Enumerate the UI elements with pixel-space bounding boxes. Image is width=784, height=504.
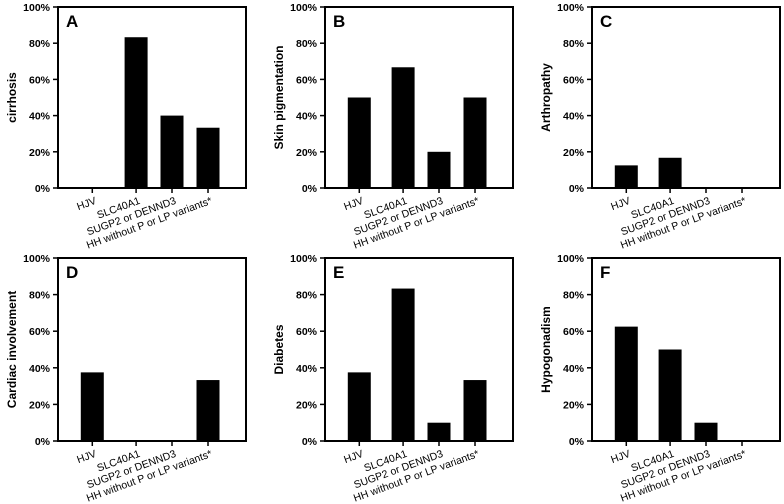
y-tick-label: 100%	[557, 2, 585, 14]
panel-letter: A	[66, 12, 78, 31]
bar-sugp2-or-dennd3	[694, 422, 718, 441]
y-tick-label: 0%	[302, 436, 318, 448]
y-tick-label: 80%	[563, 290, 585, 302]
y-tick-label: 80%	[29, 290, 51, 302]
bar-hh-without-p-or-lp-variants	[196, 380, 220, 441]
bar-slc40a1	[124, 37, 148, 188]
panel-letter: F	[600, 263, 610, 282]
y-tick-label: 80%	[563, 38, 585, 50]
y-tick-label: 20%	[563, 147, 585, 159]
bar-hjv	[347, 372, 371, 441]
y-tick-label: 20%	[296, 399, 318, 411]
y-tick-label: 40%	[563, 363, 585, 375]
y-axis-label: Arthropathy	[539, 63, 553, 132]
y-tick-label: 20%	[29, 399, 51, 411]
y-tick-label: 80%	[29, 38, 51, 50]
y-axis-label: Hypogonadism	[539, 306, 553, 393]
y-tick-label: 20%	[29, 147, 51, 159]
panel-a: 0%20%40%60%80%100%cirrhosisAHJVSLC40A1SU…	[5, 2, 247, 252]
y-tick-label: 60%	[563, 74, 585, 86]
y-tick-label: 0%	[35, 436, 51, 448]
plot-frame	[324, 257, 514, 442]
y-axis-label: Diabetes	[272, 324, 286, 374]
y-tick-label: 80%	[296, 38, 318, 50]
y-tick-label: 80%	[296, 290, 318, 302]
bar-sugp2-or-dennd3	[160, 115, 184, 188]
bar-hh-without-p-or-lp-variants	[463, 380, 487, 441]
y-tick-label: 0%	[35, 183, 51, 195]
bar-sugp2-or-dennd3	[427, 151, 451, 188]
plot-frame	[591, 6, 781, 189]
bar-hh-without-p-or-lp-variants	[463, 97, 487, 188]
y-axis-label: cirrhosis	[5, 72, 19, 123]
y-tick-label: 0%	[569, 436, 585, 448]
bar-hjv	[614, 326, 638, 441]
y-tick-label: 100%	[23, 253, 51, 265]
y-tick-label: 100%	[23, 2, 51, 14]
y-tick-label: 20%	[563, 399, 585, 411]
plot-frame	[324, 6, 514, 189]
bar-hjv	[614, 165, 638, 188]
y-tick-label: 100%	[290, 2, 318, 14]
bar-slc40a1	[658, 349, 682, 441]
y-tick-label: 0%	[569, 183, 585, 195]
y-tick-label: 60%	[296, 74, 318, 86]
bar-slc40a1	[658, 157, 682, 188]
panel-letter: E	[333, 263, 344, 282]
bar-hjv	[80, 372, 104, 441]
panel-letter: C	[600, 12, 612, 31]
y-tick-label: 60%	[29, 326, 51, 338]
y-tick-label: 60%	[563, 326, 585, 338]
bar-slc40a1	[391, 67, 415, 188]
panel-b: 0%20%40%60%80%100%Skin pigmentationBHJVS…	[272, 2, 514, 252]
y-tick-label: 40%	[296, 111, 318, 123]
panel-d: 0%20%40%60%80%100%Cardiac involvementDHJ…	[5, 253, 247, 504]
panel-f: 0%20%40%60%80%100%HypogonadismFHJVSLC40A…	[539, 253, 781, 504]
panel-letter: D	[66, 263, 78, 282]
panel-c: 0%20%40%60%80%100%ArthropathyCHJVSLC40A1…	[539, 2, 781, 252]
panel-e: 0%20%40%60%80%100%DiabetesEHJVSLC40A1SUG…	[272, 253, 514, 504]
y-axis-label: Cardiac involvement	[5, 291, 19, 408]
bar-hh-without-p-or-lp-variants	[196, 127, 220, 188]
panel-letter: B	[333, 12, 345, 31]
y-tick-label: 40%	[29, 363, 51, 375]
plot-frame	[57, 257, 247, 442]
y-tick-label: 60%	[296, 326, 318, 338]
bar-sugp2-or-dennd3	[427, 422, 451, 441]
plot-frame	[57, 6, 247, 189]
y-tick-label: 40%	[563, 111, 585, 123]
y-tick-label: 100%	[290, 253, 318, 265]
y-tick-label: 60%	[29, 74, 51, 86]
y-axis-label: Skin pigmentation	[272, 45, 286, 149]
y-tick-label: 0%	[302, 183, 318, 195]
bar-slc40a1	[391, 288, 415, 441]
y-tick-label: 40%	[29, 111, 51, 123]
y-tick-label: 100%	[557, 253, 585, 265]
y-tick-label: 20%	[296, 147, 318, 159]
y-tick-label: 40%	[296, 363, 318, 375]
bar-hjv	[347, 97, 371, 188]
plot-frame	[591, 257, 781, 442]
